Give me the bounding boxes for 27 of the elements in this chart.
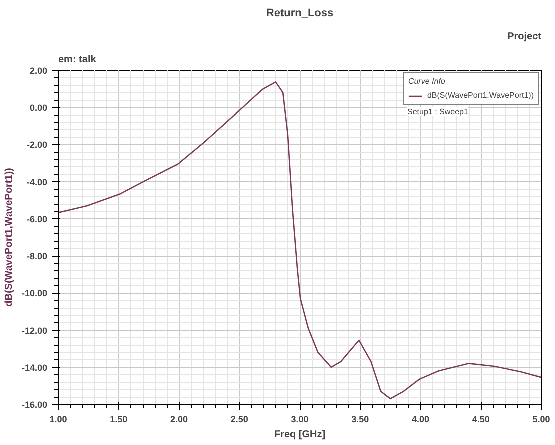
y-tick-label: -2.00 [26, 140, 48, 150]
legend-title: Curve Info [408, 77, 446, 86]
x-tick-label: 1.00 [50, 414, 68, 424]
x-tick-label: 4.50 [472, 414, 490, 424]
x-tick-label: 4.00 [412, 414, 430, 424]
y-tick-label: -6.00 [26, 214, 48, 224]
y-tick-label: -10.00 [22, 288, 48, 299]
x-tick-label: 1.50 [110, 414, 128, 424]
x-tick-label: 2.00 [170, 414, 188, 424]
text: Project [508, 32, 542, 42]
x-axis-title: Freq [GHz] [274, 430, 326, 440]
y-tick-label: -16.00 [22, 400, 48, 410]
x-tick-label: 2.50 [230, 414, 248, 424]
y-axis-title: dB(S(WavePort1,WavePort1)) [4, 168, 15, 307]
y-tick-label: -4.00 [26, 177, 48, 188]
x-tick-label: 3.50 [352, 414, 370, 424]
legend-label: dB(S(WavePort1,WavePort1)) [427, 91, 534, 100]
y-tick-label: 2.00 [30, 66, 48, 76]
y-tick-label: -14.00 [22, 362, 48, 373]
text: em: talk [58, 54, 97, 66]
y-tick-label: -12.00 [22, 326, 48, 336]
chart-title: Return_Loss [266, 8, 334, 20]
y-tick-label: 0.00 [30, 103, 48, 114]
annotation: Setup1 : Sweep1 [408, 108, 469, 116]
x-tick-label: 3.00 [291, 414, 309, 424]
x-tick-label: 5.00 [532, 414, 550, 424]
y-tick-label: -8.00 [26, 252, 48, 262]
